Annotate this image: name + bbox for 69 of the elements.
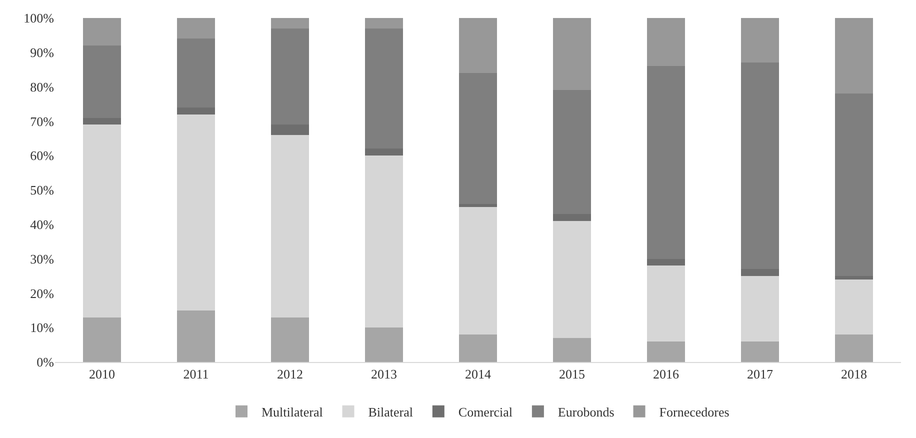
bar (835, 276, 873, 280)
x-tick-label: 2018 (841, 366, 867, 382)
bar (741, 62, 779, 270)
x-tick-label: 2015 (559, 366, 585, 382)
legend-label: Comercial (458, 404, 513, 420)
bar (271, 28, 309, 125)
x-tick-label: 2014 (465, 366, 492, 382)
bar (647, 18, 685, 66)
bar (365, 28, 403, 149)
bar (647, 341, 685, 362)
y-tick-label: 50% (30, 182, 54, 198)
bar (83, 46, 121, 118)
bar (177, 38, 215, 108)
bar (741, 276, 779, 342)
y-tick-label: 70% (30, 114, 54, 129)
bar (83, 317, 121, 362)
y-tick-label: 20% (30, 286, 54, 301)
x-tick-label: 2016 (653, 366, 680, 382)
bar (365, 156, 403, 328)
bar (835, 94, 873, 276)
bar (271, 18, 309, 28)
bar (271, 124, 309, 135)
bar (83, 118, 121, 125)
bar (459, 207, 497, 334)
legend-label: Fornecedores (659, 404, 730, 420)
bar (83, 124, 121, 318)
bar (177, 114, 215, 310)
bar (83, 18, 121, 46)
bar (365, 328, 403, 362)
y-tick-label: 80% (30, 79, 54, 94)
bar (647, 266, 685, 342)
x-tick-label: 2012 (277, 366, 303, 382)
y-tick-label: 60% (30, 148, 54, 164)
x-tick-label: 2013 (371, 366, 397, 382)
bar (835, 279, 873, 334)
x-tick-label: 2017 (747, 366, 774, 382)
legend-label: Multilateral (262, 404, 324, 420)
x-tick-label: 2010 (89, 366, 115, 382)
bar (177, 107, 215, 114)
y-tick-label: 0% (36, 354, 54, 370)
bar (177, 18, 215, 39)
x-tick-label: 2011 (183, 366, 209, 382)
y-tick-label: 100% (24, 10, 54, 26)
bar (365, 148, 403, 156)
bar (459, 18, 497, 74)
bar (647, 66, 685, 259)
bar (553, 18, 591, 90)
bar (553, 214, 591, 221)
legend-label: Eurobonds (558, 404, 614, 420)
bar (741, 341, 779, 362)
bar (741, 269, 779, 276)
bar (271, 317, 309, 362)
bar (553, 338, 591, 362)
legend-label: Bilateral (368, 404, 414, 420)
bar (647, 258, 685, 266)
bar (177, 310, 215, 362)
bar (271, 134, 309, 318)
y-tick-label: 40% (30, 216, 54, 232)
bar (553, 220, 591, 338)
bar (365, 18, 403, 28)
bar (459, 73, 497, 204)
bar (835, 18, 873, 94)
y-tick-label: 30% (30, 251, 54, 266)
bar (459, 334, 497, 362)
bar (741, 18, 779, 63)
bar (553, 90, 591, 214)
bar (835, 334, 873, 362)
y-tick-label: 90% (30, 44, 54, 60)
y-tick-label: 10% (30, 320, 54, 336)
